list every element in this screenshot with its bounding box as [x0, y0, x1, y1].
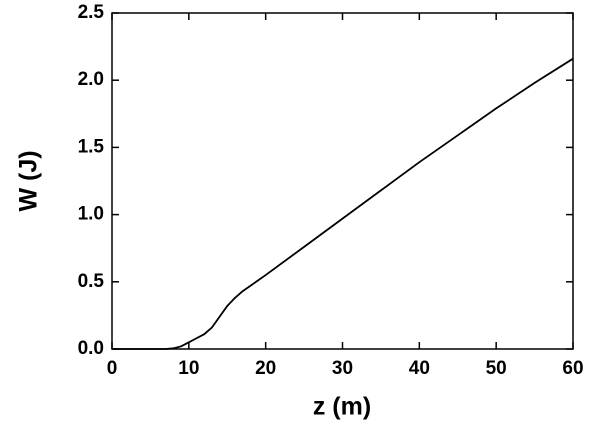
y-tick-label: 2.0 [78, 69, 104, 90]
x-tick-label: 0 [107, 358, 118, 379]
y-tick-label: 0.5 [78, 271, 105, 292]
x-tick-label: 60 [562, 358, 583, 379]
x-tick-label: 20 [255, 358, 276, 379]
y-tick-label: 2.5 [78, 2, 105, 23]
x-tick-label: 10 [178, 358, 199, 379]
line-series [112, 57, 574, 350]
y-axis-title: W (J) [15, 150, 43, 211]
x-tick-label: 50 [486, 358, 507, 379]
y-tick-label: 1.0 [78, 204, 104, 225]
x-tick-label: 30 [332, 358, 353, 379]
y-tick-label: 1.5 [78, 136, 105, 157]
x-tick-label: 40 [409, 358, 430, 379]
y-tick-label: 0.0 [78, 338, 104, 359]
x-axis-title: z (m) [313, 393, 371, 421]
plot-frame [111, 12, 574, 350]
